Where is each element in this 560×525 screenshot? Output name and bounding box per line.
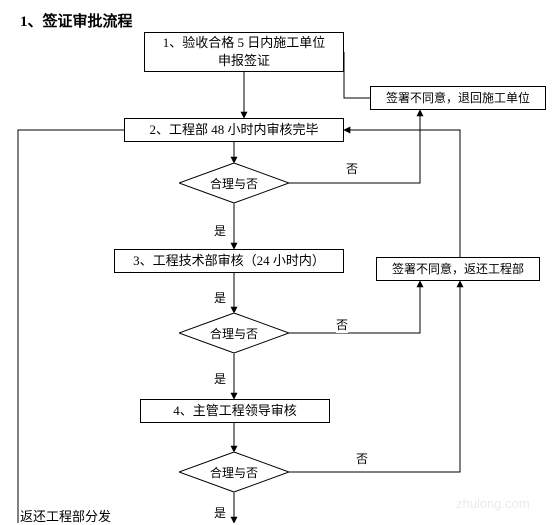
- label-yes-2b: 是: [214, 370, 226, 387]
- step-3-text: 3、工程技术部审核（24 小时内）: [133, 252, 325, 270]
- label-no-2: 否: [336, 316, 348, 333]
- bottom-note: 返还工程部分发: [20, 506, 111, 525]
- decision-2: 合理与否: [179, 313, 289, 353]
- step-1-box: 1、验收合格 5 日内施工单位 申报签证: [144, 32, 344, 72]
- label-yes-3: 是: [214, 504, 226, 521]
- side-note-1-text: 签署不同意，退回施工单位: [386, 90, 530, 107]
- step-2-box: 2、工程部 48 小时内审核完毕: [124, 118, 344, 142]
- side-note-1-box: 签署不同意，退回施工单位: [370, 86, 546, 110]
- step-4-text: 4、主管工程领导审核: [173, 402, 297, 420]
- label-yes-2a: 是: [214, 289, 226, 306]
- step-2-text: 2、工程部 48 小时内审核完毕: [149, 121, 318, 139]
- label-no-1: 否: [346, 160, 358, 177]
- decision-3: 合理与否: [179, 452, 289, 492]
- step-4-box: 4、主管工程领导审核: [140, 399, 330, 423]
- decision-3-text: 合理与否: [210, 464, 258, 481]
- side-note-2-text: 签署不同意，返还工程部: [392, 261, 524, 278]
- decision-2-text: 合理与否: [210, 325, 258, 342]
- label-yes-1: 是: [214, 222, 226, 239]
- decision-1-text: 合理与否: [210, 175, 258, 192]
- label-no-3: 否: [356, 450, 368, 467]
- side-note-2-box: 签署不同意，返还工程部: [376, 257, 540, 281]
- step-3-box: 3、工程技术部审核（24 小时内）: [114, 249, 344, 273]
- decision-1: 合理与否: [179, 163, 289, 203]
- step-1-text: 1、验收合格 5 日内施工单位 申报签证: [163, 34, 326, 70]
- page-title: 1、签证审批流程: [20, 10, 133, 31]
- watermark: zhulong.com: [456, 496, 530, 511]
